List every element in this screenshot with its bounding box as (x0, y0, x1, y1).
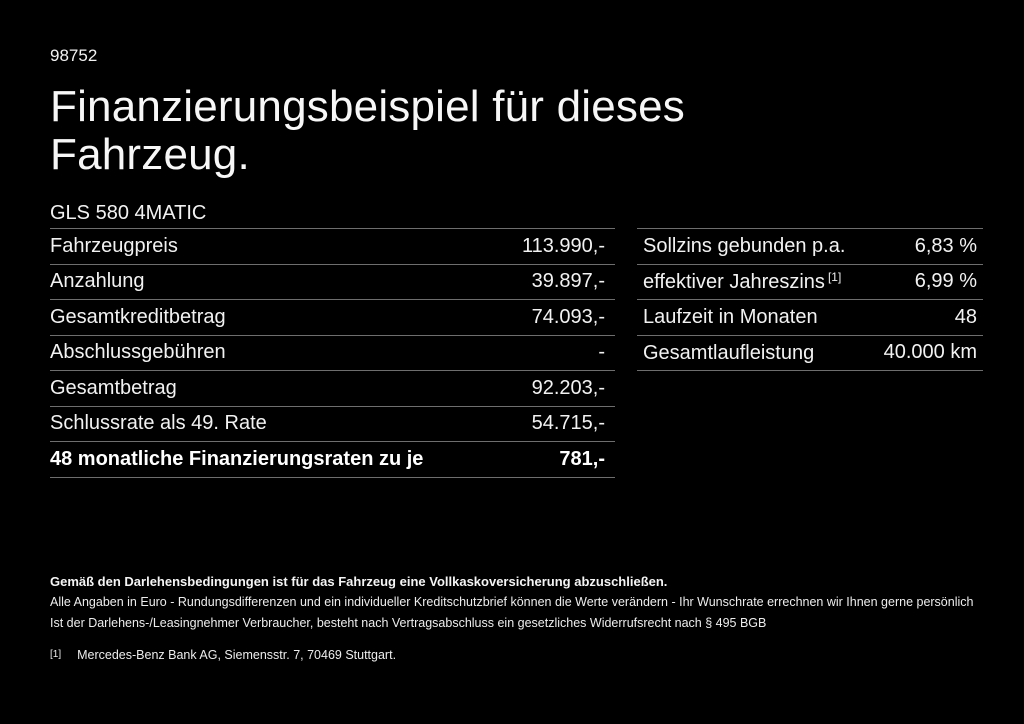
row-label: Gesamtlaufleistung (643, 341, 815, 364)
row-value: 781,- (559, 447, 605, 470)
legal-footer: Gemäß den Darlehensbedingungen ist für d… (50, 571, 983, 662)
row-value: 113.990,- (521, 234, 605, 257)
row-value: 92.203,- (531, 376, 605, 399)
vehicle-ref-number: 98752 (50, 46, 98, 65)
bank-footnote: [1] Mercedes-Benz Bank AG, Siemensstr. 7,… (50, 648, 983, 662)
row-value: 6,99 % (914, 270, 977, 293)
row-value: 39.897,- (531, 270, 605, 293)
row-label: Schlussrate als 49. Rate (50, 412, 267, 435)
finance-conditions-table: Sollzins gebunden p.a. 6,83 % effektiver… (637, 228, 983, 371)
footnote-text: Mercedes-Benz Bank AG, Siemensstr. 7, 70… (77, 647, 397, 662)
table-row: Sollzins gebunden p.a. 6,83 % (637, 228, 983, 264)
row-label: Sollzins gebunden p.a. (643, 235, 846, 258)
row-label: Fahrzeugpreis (50, 234, 178, 257)
table-row: Fahrzeugpreis 113.990,- (50, 228, 615, 264)
row-value: 48 (954, 305, 977, 328)
page-title: Finanzierungsbeispiel für dieses Fahrzeu… (50, 82, 685, 179)
table-row-monthly-rate: 48 monatliche Finanzierungsraten zu je 7… (50, 441, 615, 478)
finance-amounts-table: Fahrzeugpreis 113.990,- Anzahlung 39.897… (50, 228, 615, 478)
row-label: Gesamtkreditbetrag (50, 305, 226, 328)
row-label: Abschlussgebühren (50, 341, 226, 364)
table-row: Gesamtlaufleistung 40.000 km (637, 334, 983, 371)
footnote-reference: [1] (827, 269, 842, 284)
table-row: Laufzeit in Monaten 48 (637, 299, 983, 335)
row-value: 54.715,- (531, 412, 605, 435)
row-label: 48 monatliche Finanzierungsraten zu je (50, 447, 424, 470)
table-row: Anzahlung 39.897,- (50, 263, 615, 300)
table-row: effektiver Jahreszins [1] 6,99 % (637, 263, 983, 300)
financing-tables: Fahrzeugpreis 113.990,- Anzahlung 39.897… (50, 228, 983, 478)
row-value: - (598, 341, 605, 364)
table-row: Abschlussgebühren - (50, 334, 615, 371)
disclaimer-line: Ist der Darlehens-/Leasingnehmer Verbrau… (50, 615, 767, 630)
footnote-marker: [1] (50, 648, 62, 660)
vehicle-model-name: GLS 580 4MATIC (50, 202, 207, 224)
row-value: 6,83 % (914, 234, 977, 257)
row-value: 74.093,- (531, 305, 605, 328)
table-row: Schlussrate als 49. Rate 54.715,- (50, 405, 615, 442)
row-label: effektiver Jahreszins [1] (643, 269, 842, 293)
table-row: Gesamtbetrag 92.203,- (50, 370, 615, 406)
row-label: Anzahlung (50, 270, 145, 293)
row-label: Laufzeit in Monaten (643, 306, 818, 329)
insurance-note: Gemäß den Darlehensbedingungen ist für d… (50, 573, 668, 589)
row-value: 40.000 km (883, 341, 977, 364)
disclaimer-line: Alle Angaben in Euro - Rundungsdifferenz… (50, 594, 974, 609)
table-row: Gesamtkreditbetrag 74.093,- (50, 299, 615, 335)
row-label: Gesamtbetrag (50, 376, 177, 399)
